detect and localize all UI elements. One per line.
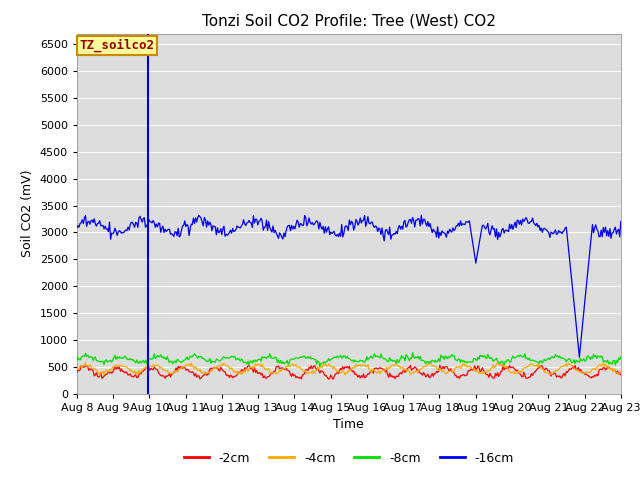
X-axis label: Time: Time: [333, 418, 364, 431]
Title: Tonzi Soil CO2 Profile: Tree (West) CO2: Tonzi Soil CO2 Profile: Tree (West) CO2: [202, 13, 496, 28]
Text: TZ_soilco2: TZ_soilco2: [79, 39, 154, 52]
Legend: -2cm, -4cm, -8cm, -16cm: -2cm, -4cm, -8cm, -16cm: [179, 447, 519, 469]
Y-axis label: Soil CO2 (mV): Soil CO2 (mV): [21, 170, 34, 257]
